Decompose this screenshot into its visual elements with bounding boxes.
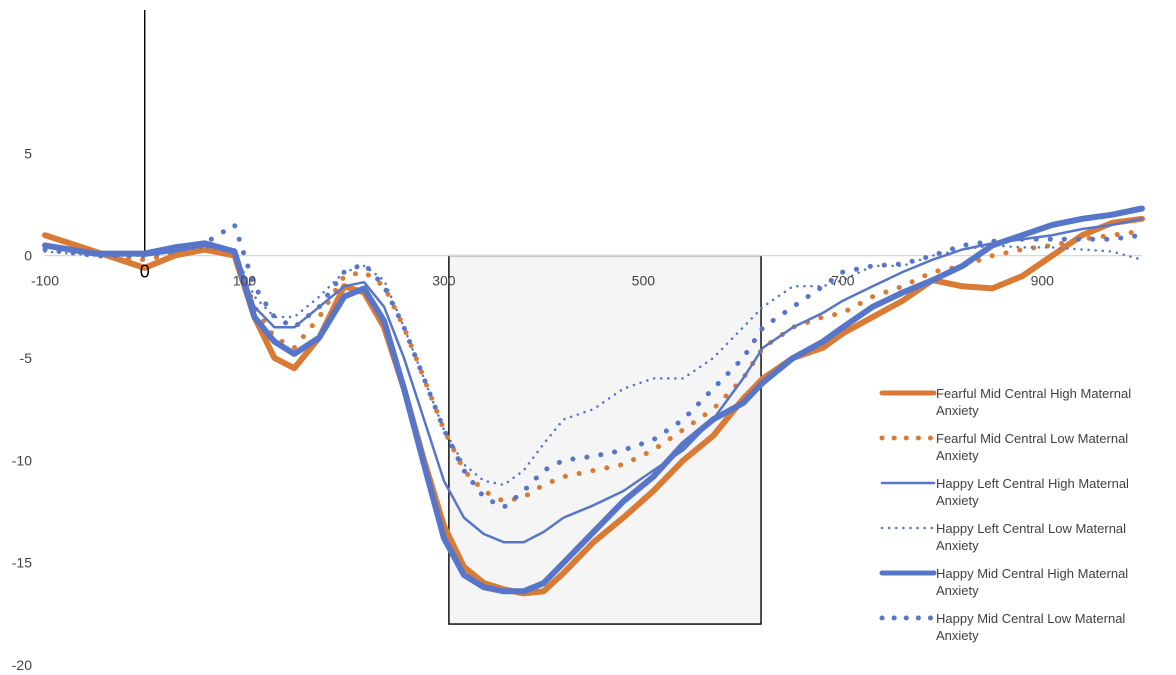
legend-label-6: Anxiety [936, 628, 979, 643]
axis-layer [45, 10, 1142, 257]
legend-label-4: Anxiety [936, 538, 979, 553]
y-tick-label: -5 [20, 350, 33, 366]
legend-label-2: Fearful Mid Central Low Maternal [936, 431, 1128, 446]
legend-label-4: Happy Left Central Low Maternal [936, 521, 1126, 536]
analysis-window-box [448, 254, 762, 625]
x-tick-label: 300 [432, 273, 456, 289]
legend-label-1: Anxiety [936, 403, 979, 418]
x-tick-label: 100 [233, 273, 257, 289]
legend-label-5: Happy Mid Central High Maternal [936, 566, 1128, 581]
legend: Fearful Mid Central High Maternal Anxiety… [879, 386, 1131, 643]
legend-label-1: Fearful Mid Central High Maternal [936, 386, 1131, 401]
y-tick-label: -10 [12, 452, 32, 468]
series-line-1 [42, 215, 1145, 597]
series-line-4 [43, 244, 1144, 487]
x-tick-label: -100 [31, 273, 59, 289]
legend-label-2: Anxiety [936, 448, 979, 463]
series-line-6 [42, 222, 1145, 510]
y-tick-label: -15 [12, 555, 32, 571]
y-tick-label: 0 [24, 248, 32, 264]
legend-label-5: Anxiety [936, 583, 979, 598]
y-tick-label: 5 [24, 145, 32, 161]
y-tick-label: -20 [12, 657, 32, 673]
x-tick-label: 900 [1031, 273, 1055, 289]
x-tick-label: 700 [831, 273, 855, 289]
highlight-window-layer [448, 254, 762, 625]
legend-label-3: Anxiety [936, 493, 979, 508]
series-layer [42, 205, 1145, 597]
series-line-3 [43, 217, 1144, 544]
stimulus-onset-label: 0 [140, 262, 150, 282]
series-line-2 [42, 228, 1145, 504]
legend-label-3: Happy Left Central High Maternal [936, 476, 1129, 491]
legend-label-6: Happy Mid Central Low Maternal [936, 611, 1125, 626]
series-line-5 [42, 205, 1145, 595]
tick-label-layer: -100 100 300 500 700 900 5 0 -5 -10 -15 -20 0 [12, 145, 1054, 673]
x-tick-label: 500 [632, 273, 656, 289]
